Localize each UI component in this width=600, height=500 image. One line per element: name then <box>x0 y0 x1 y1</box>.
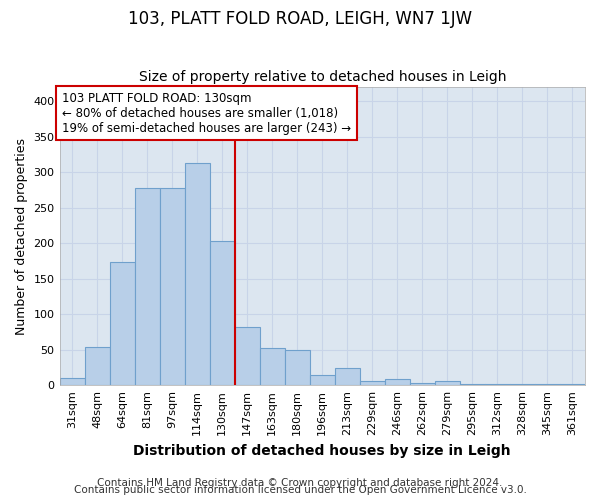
X-axis label: Distribution of detached houses by size in Leigh: Distribution of detached houses by size … <box>133 444 511 458</box>
Bar <box>185 163 209 385</box>
Text: 103 PLATT FOLD ROAD: 130sqm
← 80% of detached houses are smaller (1,018)
19% of : 103 PLATT FOLD ROAD: 130sqm ← 80% of det… <box>62 92 351 134</box>
Bar <box>85 347 110 385</box>
Bar <box>510 384 535 385</box>
Bar <box>385 379 410 385</box>
Bar <box>209 241 235 385</box>
Bar <box>535 384 560 385</box>
Text: 103, PLATT FOLD ROAD, LEIGH, WN7 1JW: 103, PLATT FOLD ROAD, LEIGH, WN7 1JW <box>128 10 472 28</box>
Text: Contains public sector information licensed under the Open Government Licence v3: Contains public sector information licen… <box>74 485 526 495</box>
Bar <box>310 375 335 385</box>
Text: Contains HM Land Registry data © Crown copyright and database right 2024.: Contains HM Land Registry data © Crown c… <box>97 478 503 488</box>
Bar <box>485 384 510 385</box>
Bar <box>335 368 360 385</box>
Bar <box>460 384 485 385</box>
Bar <box>59 378 85 385</box>
Bar <box>134 188 160 385</box>
Title: Size of property relative to detached houses in Leigh: Size of property relative to detached ho… <box>139 70 506 85</box>
Bar <box>285 350 310 385</box>
Y-axis label: Number of detached properties: Number of detached properties <box>15 138 28 334</box>
Bar <box>410 383 435 385</box>
Bar <box>260 348 285 385</box>
Bar <box>160 188 185 385</box>
Bar <box>235 327 260 385</box>
Bar <box>360 381 385 385</box>
Bar <box>560 384 585 385</box>
Bar <box>110 262 134 385</box>
Bar <box>435 381 460 385</box>
